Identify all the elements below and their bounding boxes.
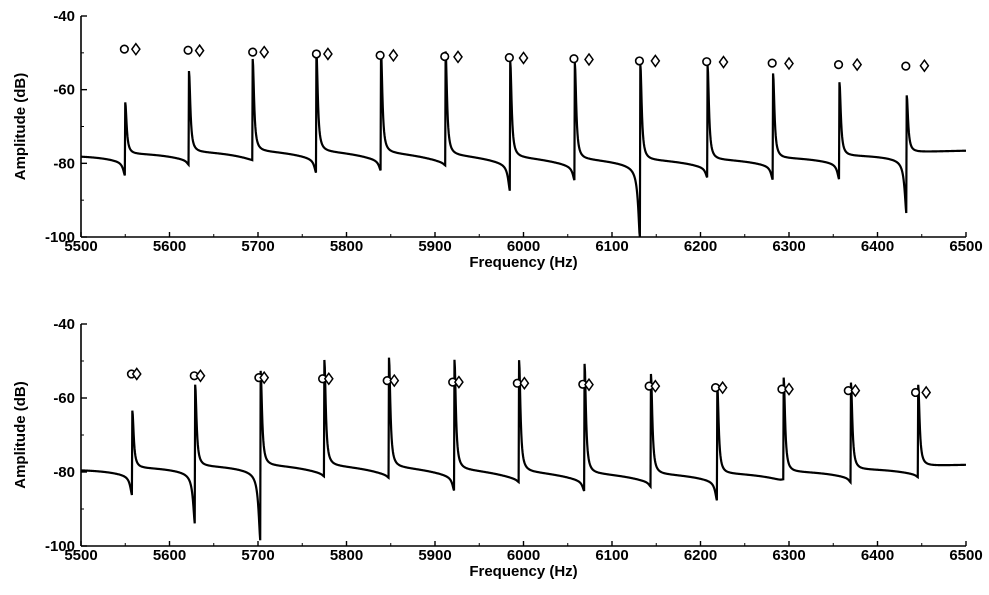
chart1-diamond-marker bbox=[132, 44, 140, 55]
chart1-x-tick-label: 6400 bbox=[861, 238, 894, 255]
chart2-x-tick-label: 5700 bbox=[241, 547, 274, 564]
chart2-y-axis-label: Amplitude (dB) bbox=[12, 381, 29, 488]
chart2-y-tick-label: -60 bbox=[53, 390, 75, 407]
chart2-x-tick-label: 6100 bbox=[595, 547, 628, 564]
chart1-response-line bbox=[81, 51, 966, 237]
chart1-y-tick-label: -60 bbox=[53, 82, 75, 99]
chart1-diamond-marker bbox=[520, 52, 528, 63]
chart1-circle-marker bbox=[441, 53, 449, 61]
chart1-circle-marker bbox=[313, 50, 321, 58]
chart1-circle-marker bbox=[835, 61, 843, 69]
chart1-x-tick-label: 6200 bbox=[684, 238, 717, 255]
chart1-x-tick-label: 5900 bbox=[418, 238, 451, 255]
chart1-circle-marker bbox=[703, 58, 711, 66]
chart1-circle-marker bbox=[249, 48, 257, 56]
chart1-circle-marker bbox=[121, 45, 129, 53]
chart2-diamond-marker bbox=[785, 384, 793, 395]
chart1-x-tick-label: 6300 bbox=[772, 238, 805, 255]
chart1-panel: 5500 5600 5700 5800 5900 6000 6100 6200 6300 6400… bbox=[12, 8, 983, 271]
chart1-diamond-marker bbox=[651, 55, 659, 66]
chart1-x-tick-label: 6500 bbox=[949, 238, 982, 255]
chart1-x-axis-label: Frequency (Hz) bbox=[469, 254, 577, 271]
chart1-diamond-marker bbox=[720, 57, 728, 68]
chart1-diamond-marker bbox=[920, 60, 928, 71]
chart1-diamond-marker bbox=[324, 48, 332, 59]
chart1-diamond-marker bbox=[454, 51, 462, 62]
chart1-x-tick-label: 5800 bbox=[330, 238, 363, 255]
chart1-circle-marker bbox=[636, 57, 644, 65]
chart2-diamond-marker bbox=[922, 387, 930, 398]
chart2-x-tick-label: 6400 bbox=[861, 547, 894, 564]
chart2-y-tick-label: -80 bbox=[53, 464, 75, 481]
chart2-x-tick-label: 5900 bbox=[418, 547, 451, 564]
chart2-diamond-marker bbox=[196, 370, 204, 381]
chart1-circle-marker bbox=[570, 55, 578, 63]
chart2-circle-marker bbox=[912, 389, 920, 397]
chart2-panel: 5500 5600 5700 5800 5900 6000 6100 6200 6300 6400… bbox=[12, 316, 983, 580]
chart1-diamond-marker bbox=[260, 47, 268, 58]
chart1-circle-marker bbox=[768, 59, 776, 67]
chart2-x-tick-label: 5800 bbox=[330, 547, 363, 564]
chart2-x-tick-label: 6500 bbox=[949, 547, 982, 564]
chart1-circle-marker bbox=[184, 46, 192, 54]
chart1-y-tick-label: -80 bbox=[53, 155, 75, 172]
chart1-x-tick-label: 6000 bbox=[507, 238, 540, 255]
chart1-y-tick-label: -100 bbox=[45, 229, 75, 246]
chart2-diamond-marker bbox=[520, 378, 528, 389]
chart2-y-tick-label: -40 bbox=[53, 316, 75, 333]
chart1-diamond-marker bbox=[196, 45, 204, 56]
chart1-x-tick-label: 6100 bbox=[595, 238, 628, 255]
chart1-circle-marker bbox=[506, 54, 514, 62]
chart1-x-tick-label: 5700 bbox=[241, 238, 274, 255]
chart2-y-tick-label: -100 bbox=[45, 538, 75, 555]
chart2-diamond-marker bbox=[719, 382, 727, 393]
chart1-diamond-marker bbox=[389, 50, 397, 61]
chart2-x-tick-label: 6300 bbox=[772, 547, 805, 564]
chart1-y-tick-label: -40 bbox=[53, 8, 75, 25]
chart1-x-tick-label: 5600 bbox=[153, 238, 186, 255]
chart2-x-tick-label: 5600 bbox=[153, 547, 186, 564]
chart1-diamond-marker bbox=[785, 58, 793, 69]
chart1-diamond-marker bbox=[853, 59, 861, 70]
chart2-x-axis-label: Frequency (Hz) bbox=[469, 563, 577, 580]
chart1-y-axis-label: Amplitude (dB) bbox=[12, 73, 29, 180]
chart2-x-tick-label: 6000 bbox=[507, 547, 540, 564]
chart2-x-tick-label: 6200 bbox=[684, 547, 717, 564]
chart1-diamond-marker bbox=[585, 54, 593, 65]
chart1-circle-marker bbox=[902, 62, 910, 70]
chart1-circle-marker bbox=[376, 52, 384, 60]
chart2-diamond-marker bbox=[390, 375, 398, 386]
